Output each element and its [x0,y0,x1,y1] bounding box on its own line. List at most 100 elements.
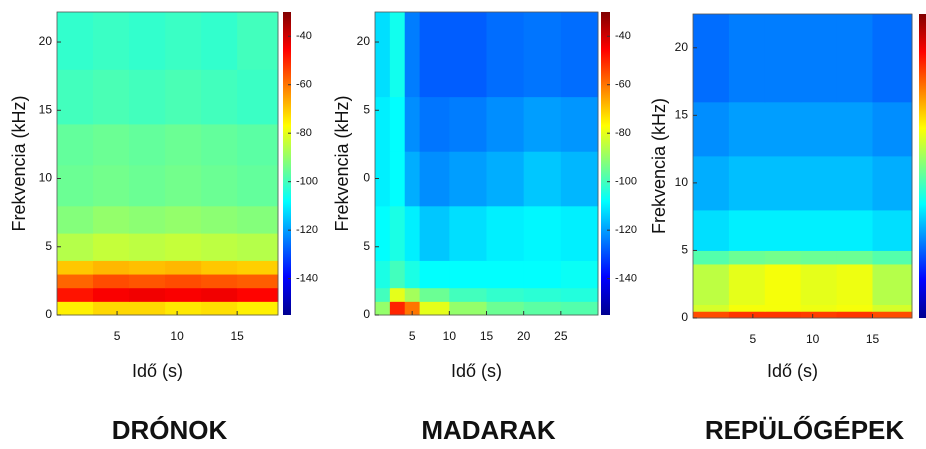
spectrogram-cell [93,233,130,261]
spectrogram-cell [93,301,130,316]
spectrogram-cell [389,287,406,302]
spectrogram-cell [404,151,421,207]
spectrogram-cell [404,205,421,261]
spectrogram-cell [165,287,202,302]
spectrogram-cell [560,151,599,207]
y-tick-label: 15 [39,102,53,116]
spectrogram-cell [201,205,238,234]
spectrogram-cell [764,209,802,251]
spectrogram-cell [800,14,838,103]
spectrogram-cell [93,123,130,166]
spectrogram-cell [800,209,838,251]
plot-frame [692,13,913,319]
spectrogram-cell [389,12,406,98]
spectrogram-cell [129,260,166,275]
x-tick-label: 20 [517,329,531,343]
spectrogram-cell [419,151,450,207]
spectrogram-cell [872,311,913,319]
spectrogram-cell [800,263,838,305]
colorbar-tick-label: -100 [615,176,637,188]
spectrogram-cell [836,101,874,157]
spectrogram-cell [93,69,130,125]
spectrogram-cell [449,260,487,289]
spectrogram-cell [201,164,238,207]
spectrogram-cell [523,96,562,152]
spectrogram-cell [764,155,802,211]
spectrogram-cell [165,274,202,289]
spectrogram-cell [375,260,391,289]
spectrogram-cell [800,250,838,265]
spectrogram-cell [201,123,238,166]
spectrogram-cell [165,301,202,316]
y-tick-label: 20 [357,34,371,48]
spectrogram-cell [129,205,166,234]
spectrogram-cell [419,205,450,261]
spectrogram-cell [93,274,130,289]
colorbar [919,14,926,318]
spectrogram-cell [93,205,130,234]
spectrogram-cell [560,96,599,152]
y-tick-label: 5 [681,243,688,257]
y-axis-label: Frekvencia (kHz) [649,98,669,234]
spectrogram-cell [375,287,391,302]
spectrogram-cell [728,209,766,251]
panel-title: DRÓNOK [112,415,228,445]
spectrogram-cell [693,14,730,103]
x-axis-label: Idő (s) [767,361,818,381]
y-axis-label: Frekvencia (kHz) [9,95,29,231]
spectrogram-cell [165,123,202,166]
y-tick-label: 10 [675,175,689,189]
spectrogram-cell [129,233,166,261]
spectrogram-cell [560,205,599,261]
colorbar-tick-label: -140 [296,273,318,285]
spectrogram-cell [836,263,874,305]
spectrogram-cell [523,301,562,316]
y-tick-label: 5 [45,239,52,253]
spectrogram-cell [800,155,838,211]
spectrogram-cell [728,311,766,319]
spectrogram-cell [165,12,202,70]
spectrogram-cell [419,12,450,98]
spectrogram-cell [165,233,202,261]
spectrogram-cell [404,287,421,302]
spectrogram-cell [560,287,599,302]
colorbar-tick-label: -40 [615,30,631,42]
spectrogram-cell [389,301,406,316]
spectrogram-cell [389,151,406,207]
colorbar-tick-label: -60 [615,79,631,91]
spectrogram-cell [486,287,525,302]
spectrogram-cell [486,260,525,289]
colorbar-tick-label: -120 [296,224,318,236]
spectrogram-cell [93,260,130,275]
spectrogram-cell [165,69,202,125]
y-tick-label: 5 [363,239,370,253]
x-tick-label: 10 [443,329,457,343]
spectrogram-cell [165,260,202,275]
spectrogram-cell [237,123,279,166]
spectrogram-cell [375,205,391,261]
y-tick-label: 20 [675,40,689,54]
spectrogram-cell [872,155,913,211]
spectrogram-cell [237,164,279,207]
spectrogram-cell [419,301,450,316]
spectrogram-cell [836,250,874,265]
x-tick-label: 25 [554,329,568,343]
spectrogram-cell [237,69,279,125]
spectrogram-cell [201,301,238,316]
spectrogram-cell [764,101,802,157]
spectrogram-cell [57,274,94,289]
spectrogram-cell [57,233,94,261]
spectrogram-cell [201,233,238,261]
colorbar [601,12,610,315]
spectrogram-cell [129,12,166,70]
spectrogram-cell [129,287,166,302]
y-tick-label: 0 [45,307,52,321]
spectrogram-cell [560,301,599,316]
spectrogram-cell [486,12,525,98]
spectrogram-cell [693,263,730,305]
x-tick-label: 10 [806,332,820,346]
spectrogram-cell [237,12,279,70]
spectrogram-cell [389,205,406,261]
y-tick-label: 0 [681,310,688,324]
